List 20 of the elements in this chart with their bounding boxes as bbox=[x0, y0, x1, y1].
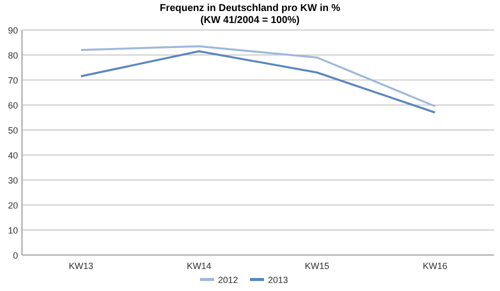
y-tick-label: 40 bbox=[8, 150, 18, 160]
y-tick-label: 70 bbox=[8, 76, 18, 86]
y-tick-label: 10 bbox=[8, 226, 18, 236]
line-series bbox=[80, 45, 436, 108]
y-tick-label: 50 bbox=[8, 126, 18, 136]
legend-label: 2013 bbox=[268, 275, 288, 285]
y-tick-label: 80 bbox=[8, 50, 18, 60]
chart-subtitle: (KW 41/2004 = 100%) bbox=[200, 15, 300, 26]
y-tick-label: 20 bbox=[8, 200, 18, 210]
y-tick-label: 60 bbox=[8, 100, 18, 110]
line-series bbox=[80, 50, 436, 114]
chart-title: Frequenz in Deutschland pro KW in % bbox=[160, 3, 340, 14]
y-tick-label: 0 bbox=[12, 250, 18, 260]
y-tick-label: 30 bbox=[8, 176, 18, 186]
x-tick-label: KW16 bbox=[422, 261, 448, 271]
legend-label: 2012 bbox=[218, 275, 238, 285]
x-tick-label: KW13 bbox=[68, 261, 94, 271]
y-tick-label: 90 bbox=[8, 26, 18, 36]
x-tick-label: KW15 bbox=[304, 261, 330, 271]
x-tick-label: KW14 bbox=[186, 261, 212, 271]
